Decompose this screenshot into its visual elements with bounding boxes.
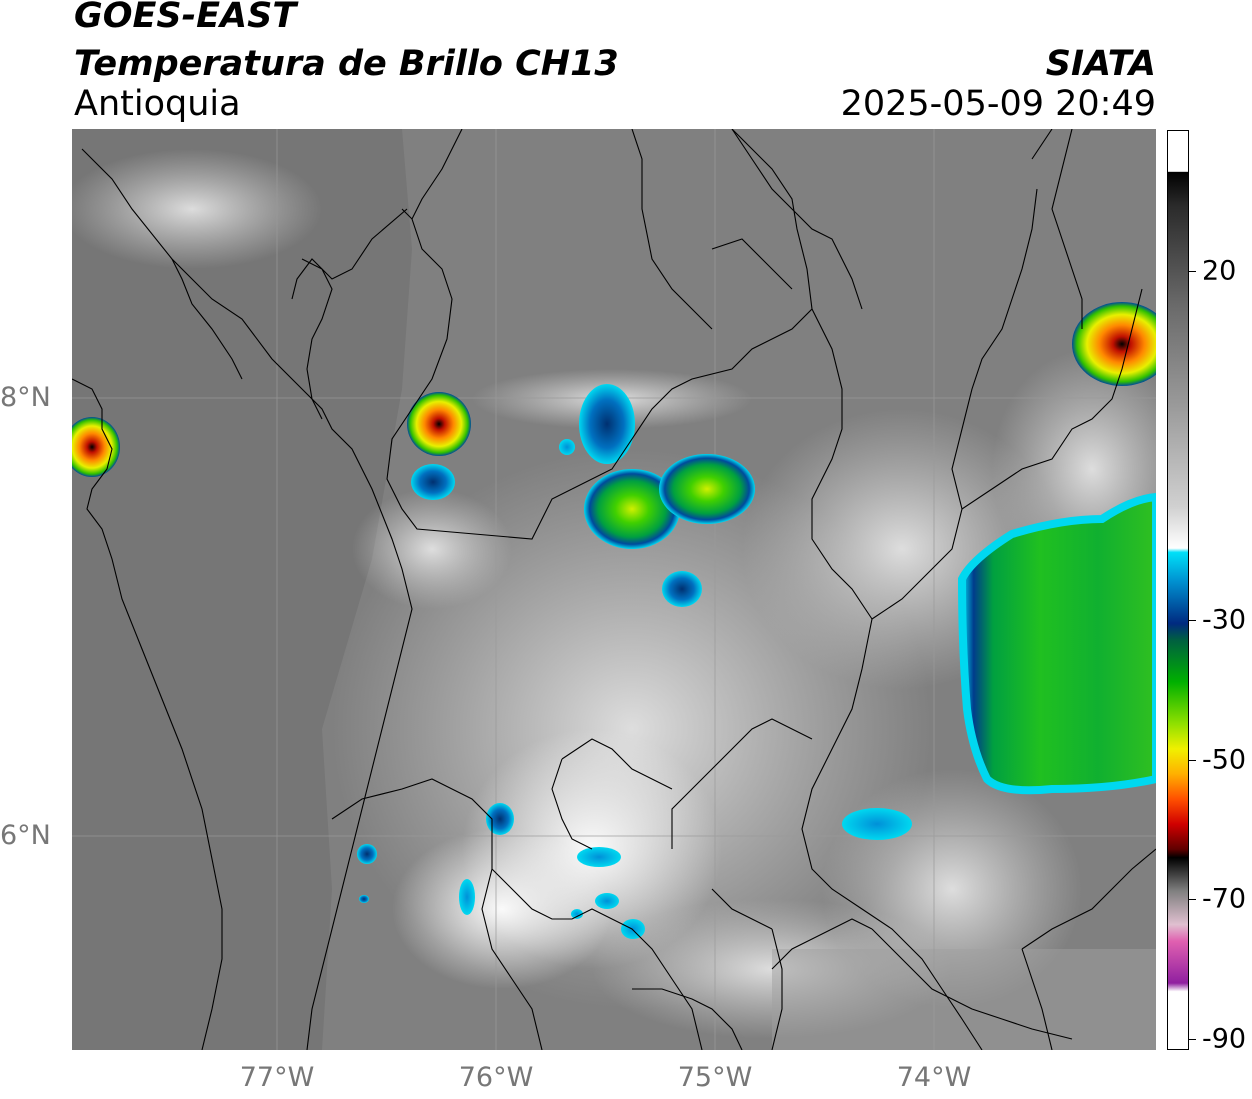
colorbar-tick-label: -70 xyxy=(1202,883,1247,915)
cell-large-east xyxy=(957,492,1156,795)
cell-northeast xyxy=(1072,302,1156,386)
colorbar-tick-label: 20 xyxy=(1202,255,1237,287)
lat-tick-label: 8°N xyxy=(0,382,51,413)
lon-tick-label: 74°W xyxy=(896,1062,972,1093)
cell-east-central xyxy=(659,454,755,524)
organization-label: SIATA xyxy=(1045,44,1156,84)
region-label: Antioquia xyxy=(74,84,241,124)
satellite-map xyxy=(72,129,1156,1050)
cell-central xyxy=(584,469,680,549)
colorbar-tick-label: -50 xyxy=(1202,744,1247,776)
cell-west-edge xyxy=(72,417,120,477)
boundary-lines xyxy=(72,129,1156,1050)
lon-tick-label: 75°W xyxy=(677,1062,753,1093)
colorbar xyxy=(1167,130,1189,1050)
satellite-title: GOES-EAST xyxy=(74,0,297,36)
cell-hot-core xyxy=(407,392,471,456)
lon-tick-label: 77°W xyxy=(239,1062,315,1093)
colorbar-tick-label: -30 xyxy=(1202,604,1247,636)
colorbar-tick-label: -90 xyxy=(1202,1023,1247,1055)
lat-tick-label: 6°N xyxy=(0,820,51,851)
product-title: Temperatura de Brillo CH13 xyxy=(74,44,619,84)
datetime-label: 2025-05-09 20:49 xyxy=(840,84,1156,124)
lon-tick-label: 76°W xyxy=(458,1062,534,1093)
